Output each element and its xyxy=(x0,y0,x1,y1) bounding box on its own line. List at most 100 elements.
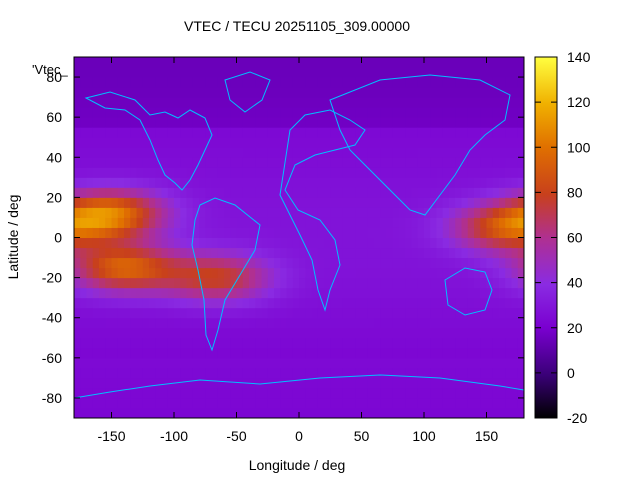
heatmap-cell xyxy=(424,107,431,118)
heatmap-cell xyxy=(499,237,506,249)
heatmap-cell xyxy=(461,407,469,418)
heatmap-cell xyxy=(455,137,462,148)
heatmap-cell xyxy=(324,167,331,178)
heatmap-cell xyxy=(442,327,450,339)
heatmap-cell xyxy=(430,157,437,168)
heatmap-cell xyxy=(474,187,481,198)
heatmap-cell xyxy=(305,367,312,379)
heatmap-cell xyxy=(99,287,106,299)
heatmap-cell xyxy=(492,177,500,188)
heatmap-cell xyxy=(299,67,306,78)
heatmap-cell xyxy=(317,397,325,409)
heatmap-cell xyxy=(517,137,524,148)
heatmap-cell xyxy=(299,387,306,399)
heatmap-cell xyxy=(517,57,524,68)
heatmap-cell xyxy=(86,357,94,369)
heatmap-cell xyxy=(442,267,450,279)
heatmap-cell xyxy=(449,147,456,158)
heatmap-cell xyxy=(499,347,506,359)
heatmap-cell xyxy=(92,237,100,249)
heatmap-cell xyxy=(317,377,325,389)
heatmap-cell xyxy=(467,117,475,128)
heatmap-cell xyxy=(242,197,250,208)
legend-label: 'Vtec_ xyxy=(32,62,68,77)
heatmap-cell xyxy=(236,367,244,379)
heatmap-cell xyxy=(130,317,137,329)
heatmap-cell xyxy=(280,117,287,128)
heatmap-cell xyxy=(355,337,362,349)
heatmap-cell xyxy=(280,377,287,389)
heatmap-cell xyxy=(311,287,319,299)
heatmap-cell xyxy=(99,367,106,379)
heatmap-cell xyxy=(267,157,275,168)
heatmap-cell xyxy=(242,267,250,279)
heatmap-cell xyxy=(111,367,119,379)
heatmap-cell xyxy=(505,107,512,118)
heatmap-cell xyxy=(161,117,169,128)
heatmap-cell xyxy=(286,87,294,98)
heatmap-cell xyxy=(117,237,125,249)
heatmap-cell xyxy=(224,117,231,128)
heatmap-cell xyxy=(380,357,387,369)
heatmap-cell xyxy=(292,397,300,409)
heatmap-cell xyxy=(267,247,275,259)
heatmap-cell xyxy=(180,307,187,319)
heatmap-cell xyxy=(374,387,381,399)
heatmap-cell xyxy=(192,267,200,279)
heatmap-cell xyxy=(505,147,512,158)
heatmap-cell xyxy=(261,97,269,108)
heatmap-cell xyxy=(205,287,212,299)
heatmap-cell xyxy=(242,67,250,78)
heatmap-cell xyxy=(161,97,169,108)
heatmap-cell xyxy=(455,127,462,138)
heatmap-cell xyxy=(492,317,500,329)
heatmap-cell xyxy=(386,147,394,158)
heatmap-cell xyxy=(267,207,275,218)
heatmap-cell xyxy=(474,197,481,208)
heatmap-cell xyxy=(349,317,356,329)
heatmap-cell xyxy=(424,117,431,128)
heatmap-cell xyxy=(286,397,294,409)
heatmap-cell xyxy=(336,137,344,148)
heatmap-cell xyxy=(255,257,262,269)
heatmap-cell xyxy=(180,347,187,359)
heatmap-cell xyxy=(230,177,237,188)
heatmap-cell xyxy=(161,147,169,158)
heatmap-cell xyxy=(211,257,219,269)
heatmap-cell xyxy=(136,77,144,88)
heatmap-cell xyxy=(417,97,425,108)
heatmap-cell xyxy=(455,267,462,279)
heatmap-cell xyxy=(411,317,419,329)
heatmap-cell xyxy=(405,167,412,178)
heatmap-cell xyxy=(130,187,137,198)
heatmap-cell xyxy=(411,267,419,279)
heatmap-cell xyxy=(442,377,450,389)
heatmap-cell xyxy=(380,137,387,148)
heatmap-cell xyxy=(74,67,81,78)
heatmap-cell xyxy=(105,297,112,309)
heatmap-cell xyxy=(224,177,231,188)
heatmap-cell xyxy=(317,147,325,158)
heatmap-cell xyxy=(424,327,431,339)
heatmap-cell xyxy=(442,57,450,68)
heatmap-cell xyxy=(80,187,87,198)
heatmap-cell xyxy=(274,387,281,399)
heatmap-cell xyxy=(74,307,81,319)
heatmap-cell xyxy=(74,337,81,349)
heatmap-cell xyxy=(486,287,494,299)
heatmap-cell xyxy=(249,127,256,138)
heatmap-cell xyxy=(274,207,281,218)
heatmap-cell xyxy=(74,237,81,249)
heatmap-cell xyxy=(74,277,81,289)
heatmap-cell xyxy=(292,107,300,118)
heatmap-cell xyxy=(349,117,356,128)
heatmap-cell xyxy=(136,237,144,249)
heatmap-cell xyxy=(505,257,512,269)
heatmap-cell xyxy=(380,257,387,269)
heatmap-cell xyxy=(205,337,212,349)
heatmap-cell xyxy=(305,387,312,399)
heatmap-cell xyxy=(86,387,94,399)
heatmap-cell xyxy=(442,147,450,158)
heatmap-cell xyxy=(505,407,512,418)
heatmap-cell xyxy=(86,327,94,339)
